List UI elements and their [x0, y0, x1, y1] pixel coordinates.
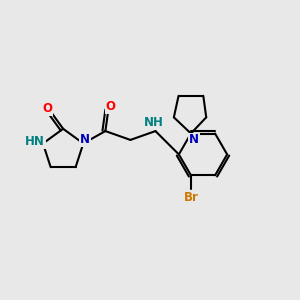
- Text: N: N: [189, 134, 199, 146]
- Text: HN: HN: [25, 136, 45, 148]
- Text: O: O: [42, 102, 52, 115]
- Text: NH: NH: [144, 116, 164, 129]
- Text: Br: Br: [184, 191, 198, 204]
- Text: O: O: [106, 100, 116, 113]
- Text: N: N: [80, 134, 90, 146]
